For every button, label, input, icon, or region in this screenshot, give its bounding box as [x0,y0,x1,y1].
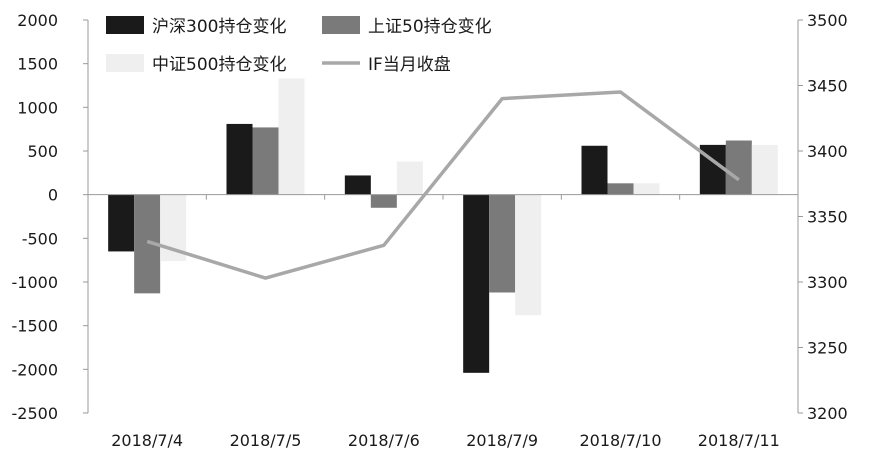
bar-1 [581,145,608,195]
close-line [146,90,740,280]
bar-3 [396,161,423,195]
left-axis-ticks: 2000 1500 1000 500 0 -500 -1000 -1500 -2000 -2500 [12,11,59,423]
right-tick-label: 3200 [807,404,848,423]
category-label: 2018/7/9 [466,431,538,450]
left-tick-label: -1000 [12,273,59,292]
bar-1 [344,175,371,195]
bar-2 [607,183,634,195]
bar-1 [463,194,490,373]
bar-1 [108,194,135,252]
bar-3 [633,183,660,195]
left-tick-label: -2500 [12,404,59,423]
bar-3 [515,194,542,316]
bars [108,78,778,373]
left-tick-label: 2000 [17,11,58,30]
bar-1 [226,123,253,195]
left-tick-label: -1500 [12,317,59,336]
close-line-path [146,90,740,280]
bar-2 [725,140,752,195]
right-tick-label: 3450 [807,77,848,96]
legend-label: IF当月收盘 [368,55,451,75]
category-label: 2018/7/10 [579,431,661,450]
category-label: 2018/7/11 [698,431,780,450]
left-tick-label: 1500 [17,55,58,74]
bar-2 [489,194,516,293]
category-labels: 2018/7/4 2018/7/5 2018/7/6 2018/7/9 2018/7/1… [111,431,780,450]
legend-swatch [322,16,360,34]
legend-label: 沪深300持仓变化 [152,17,286,37]
right-tick-label: 3500 [807,11,848,30]
bar-3 [278,78,305,195]
legend-swatch [106,54,144,72]
right-tick-label: 3300 [807,273,848,292]
bar-3 [751,144,778,195]
legend-label: 中证500持仓变化 [152,55,286,75]
bar-2 [370,194,397,208]
category-label: 2018/7/4 [111,431,183,450]
legend-swatch [106,16,144,34]
left-tick-label: 0 [48,186,58,205]
axes [83,19,803,414]
right-axis-ticks: 3500 3450 3400 3350 3300 3250 3200 [807,11,848,423]
left-tick-label: -2000 [12,360,59,379]
right-tick-label: 3250 [807,339,848,358]
category-label: 2018/7/5 [230,431,302,450]
legend-label: 上证50持仓变化 [368,17,492,37]
right-tick-label: 3350 [807,208,848,227]
left-tick-label: 500 [27,142,58,161]
left-tick-label: -500 [22,229,58,248]
bar-2 [252,127,279,195]
category-label: 2018/7/6 [348,431,420,450]
right-tick-label: 3400 [807,142,848,161]
left-tick-label: 1000 [17,98,58,117]
